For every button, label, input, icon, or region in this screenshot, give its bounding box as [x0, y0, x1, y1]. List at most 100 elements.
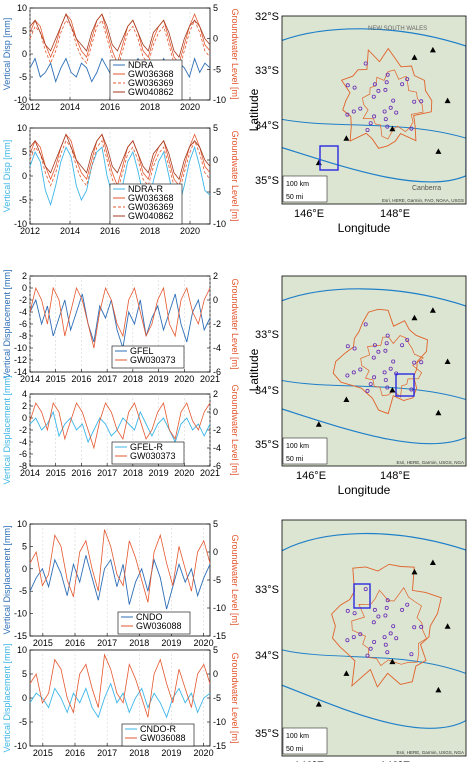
insar-station: [383, 377, 388, 382]
map-background: [282, 520, 466, 756]
insar-station: [371, 94, 376, 99]
legend-entry: GW040862: [128, 211, 174, 221]
map-panel-2: 100 km 50 mi Esri, HERE, Garmin, USGS, NGA…: [255, 275, 467, 497]
legend-entry: GW040862: [128, 87, 174, 97]
y-tick-label-left: 5: [22, 541, 27, 551]
insar-station: [388, 631, 393, 636]
insar-station: [405, 77, 410, 82]
legend-entry: GFEL-R: [130, 442, 164, 452]
legend-entry: GFEL: [130, 346, 154, 356]
insar-station: [412, 625, 417, 630]
insar-station: [385, 124, 390, 129]
map-content: NEW SOUTH WALES Canberra 100 km 50 mi Esri, …: [282, 16, 466, 204]
scale-km-label: 100 km: [286, 443, 309, 450]
lat-tick-label: 35°S: [255, 175, 279, 187]
insar-station: [383, 642, 388, 647]
gnss-station-marker: [389, 125, 396, 132]
catchment-boundary: [282, 28, 466, 183]
map-frame: [281, 15, 467, 205]
aquifer-outline: [332, 308, 428, 415]
y-tick-label-right: -2: [213, 319, 221, 329]
gnss-station-marker: [389, 658, 396, 665]
river-line: [282, 118, 466, 139]
insar-station: [358, 106, 363, 111]
legend-entry: GW036088: [136, 621, 182, 631]
insar-station: [419, 360, 424, 365]
map-y-axis-label: Latitude: [247, 88, 261, 131]
insar-station: [383, 117, 388, 122]
insar-station: [388, 105, 393, 110]
insar-station: [365, 653, 370, 658]
y-tick-label-left: -6: [19, 449, 27, 459]
insar-station: [371, 620, 376, 625]
insar-station: [363, 61, 368, 66]
insar-station: [405, 602, 410, 607]
y-tick-label-right: 0: [213, 34, 218, 44]
y-tick-label-left: -2: [19, 425, 27, 435]
gnss-station-marker: [343, 670, 350, 676]
y-tick-label-right: -6: [213, 367, 221, 377]
legend-box: [111, 345, 185, 369]
y-tick-label-right: -2: [213, 425, 221, 435]
insar-station: [384, 605, 389, 610]
insar-station: [372, 343, 377, 348]
insar-station: [363, 587, 368, 592]
y-tick-label-left: -8: [19, 461, 27, 471]
lon-tick-label: 146°E: [294, 760, 324, 762]
x-tick-label: 2018: [140, 102, 160, 112]
y-tick-label-right: 0: [213, 295, 218, 305]
y-axis-label-right: Groundwater Level [m]: [230, 534, 240, 625]
insar-station: [405, 337, 410, 342]
x-tick-label: 2018: [123, 374, 143, 384]
insar-station: [391, 359, 396, 364]
series-line-gw030373: [29, 286, 211, 349]
series-line-gw036088: [29, 529, 211, 603]
gnss-station-marker: [429, 46, 436, 53]
legend-entry: GW036369: [128, 78, 174, 88]
place-label: NEW SOUTH WALES: [368, 26, 427, 32]
lon-tick-label: 146°E: [296, 470, 326, 482]
map-panel-1: NEW SOUTH WALES Canberra 100 km 50 mi Esri, …: [255, 11, 467, 235]
x-tick-label: 2018: [123, 468, 143, 478]
y-tick-label-right: -5: [213, 187, 221, 197]
x-tick-label: 2016: [71, 468, 91, 478]
y-tick-label-right: 5: [213, 3, 218, 13]
y-tick-label-right: -6: [213, 461, 221, 471]
insar-station: [376, 614, 381, 619]
scale-km-label: 100 km: [286, 733, 309, 740]
insar-station: [382, 370, 387, 375]
y-tick-label-left: 0: [22, 564, 27, 574]
insar-station: [345, 112, 350, 117]
map-y-axis-label: Latitude: [247, 348, 261, 391]
y-tick-label-left: -5: [19, 195, 27, 205]
insar-station: [351, 109, 356, 114]
insar-station: [391, 624, 396, 629]
x-tick-label: 2018: [129, 748, 149, 758]
x-tick-label: 2019: [149, 468, 169, 478]
y-tick-label-right: -5: [213, 64, 221, 74]
y-tick-label-left: -10: [14, 741, 27, 751]
x-tick-label: 2016: [65, 748, 85, 758]
y-tick-label-left: 5: [22, 147, 27, 157]
chart-panel-5: 2015 2016 2017 2018 2019 2020-15-10-50510-15-…: [2, 519, 240, 648]
river-line: [282, 380, 466, 400]
y-tick-label-right: -4: [213, 443, 221, 453]
lat-tick-label: 33°S: [255, 584, 279, 596]
lat-tick-label: 35°S: [255, 728, 279, 740]
map-frame: [281, 275, 467, 467]
y-tick-label-left: 2: [22, 271, 27, 281]
x-tick-label: 2020: [174, 374, 194, 384]
y-axis-label-right: Groundwater Level [m]: [230, 652, 240, 743]
x-tick-label: 2019: [149, 374, 169, 384]
x-tick-label: 2014: [60, 226, 80, 236]
y-tick-label-left: 10: [17, 519, 27, 529]
gnss-station-marker: [389, 387, 396, 393]
map-frame: [281, 519, 467, 757]
insar-station: [419, 99, 424, 104]
y-tick-label-right: 2: [213, 389, 218, 399]
legend-box: [121, 723, 195, 747]
y-tick-label-left: -8: [19, 331, 27, 341]
